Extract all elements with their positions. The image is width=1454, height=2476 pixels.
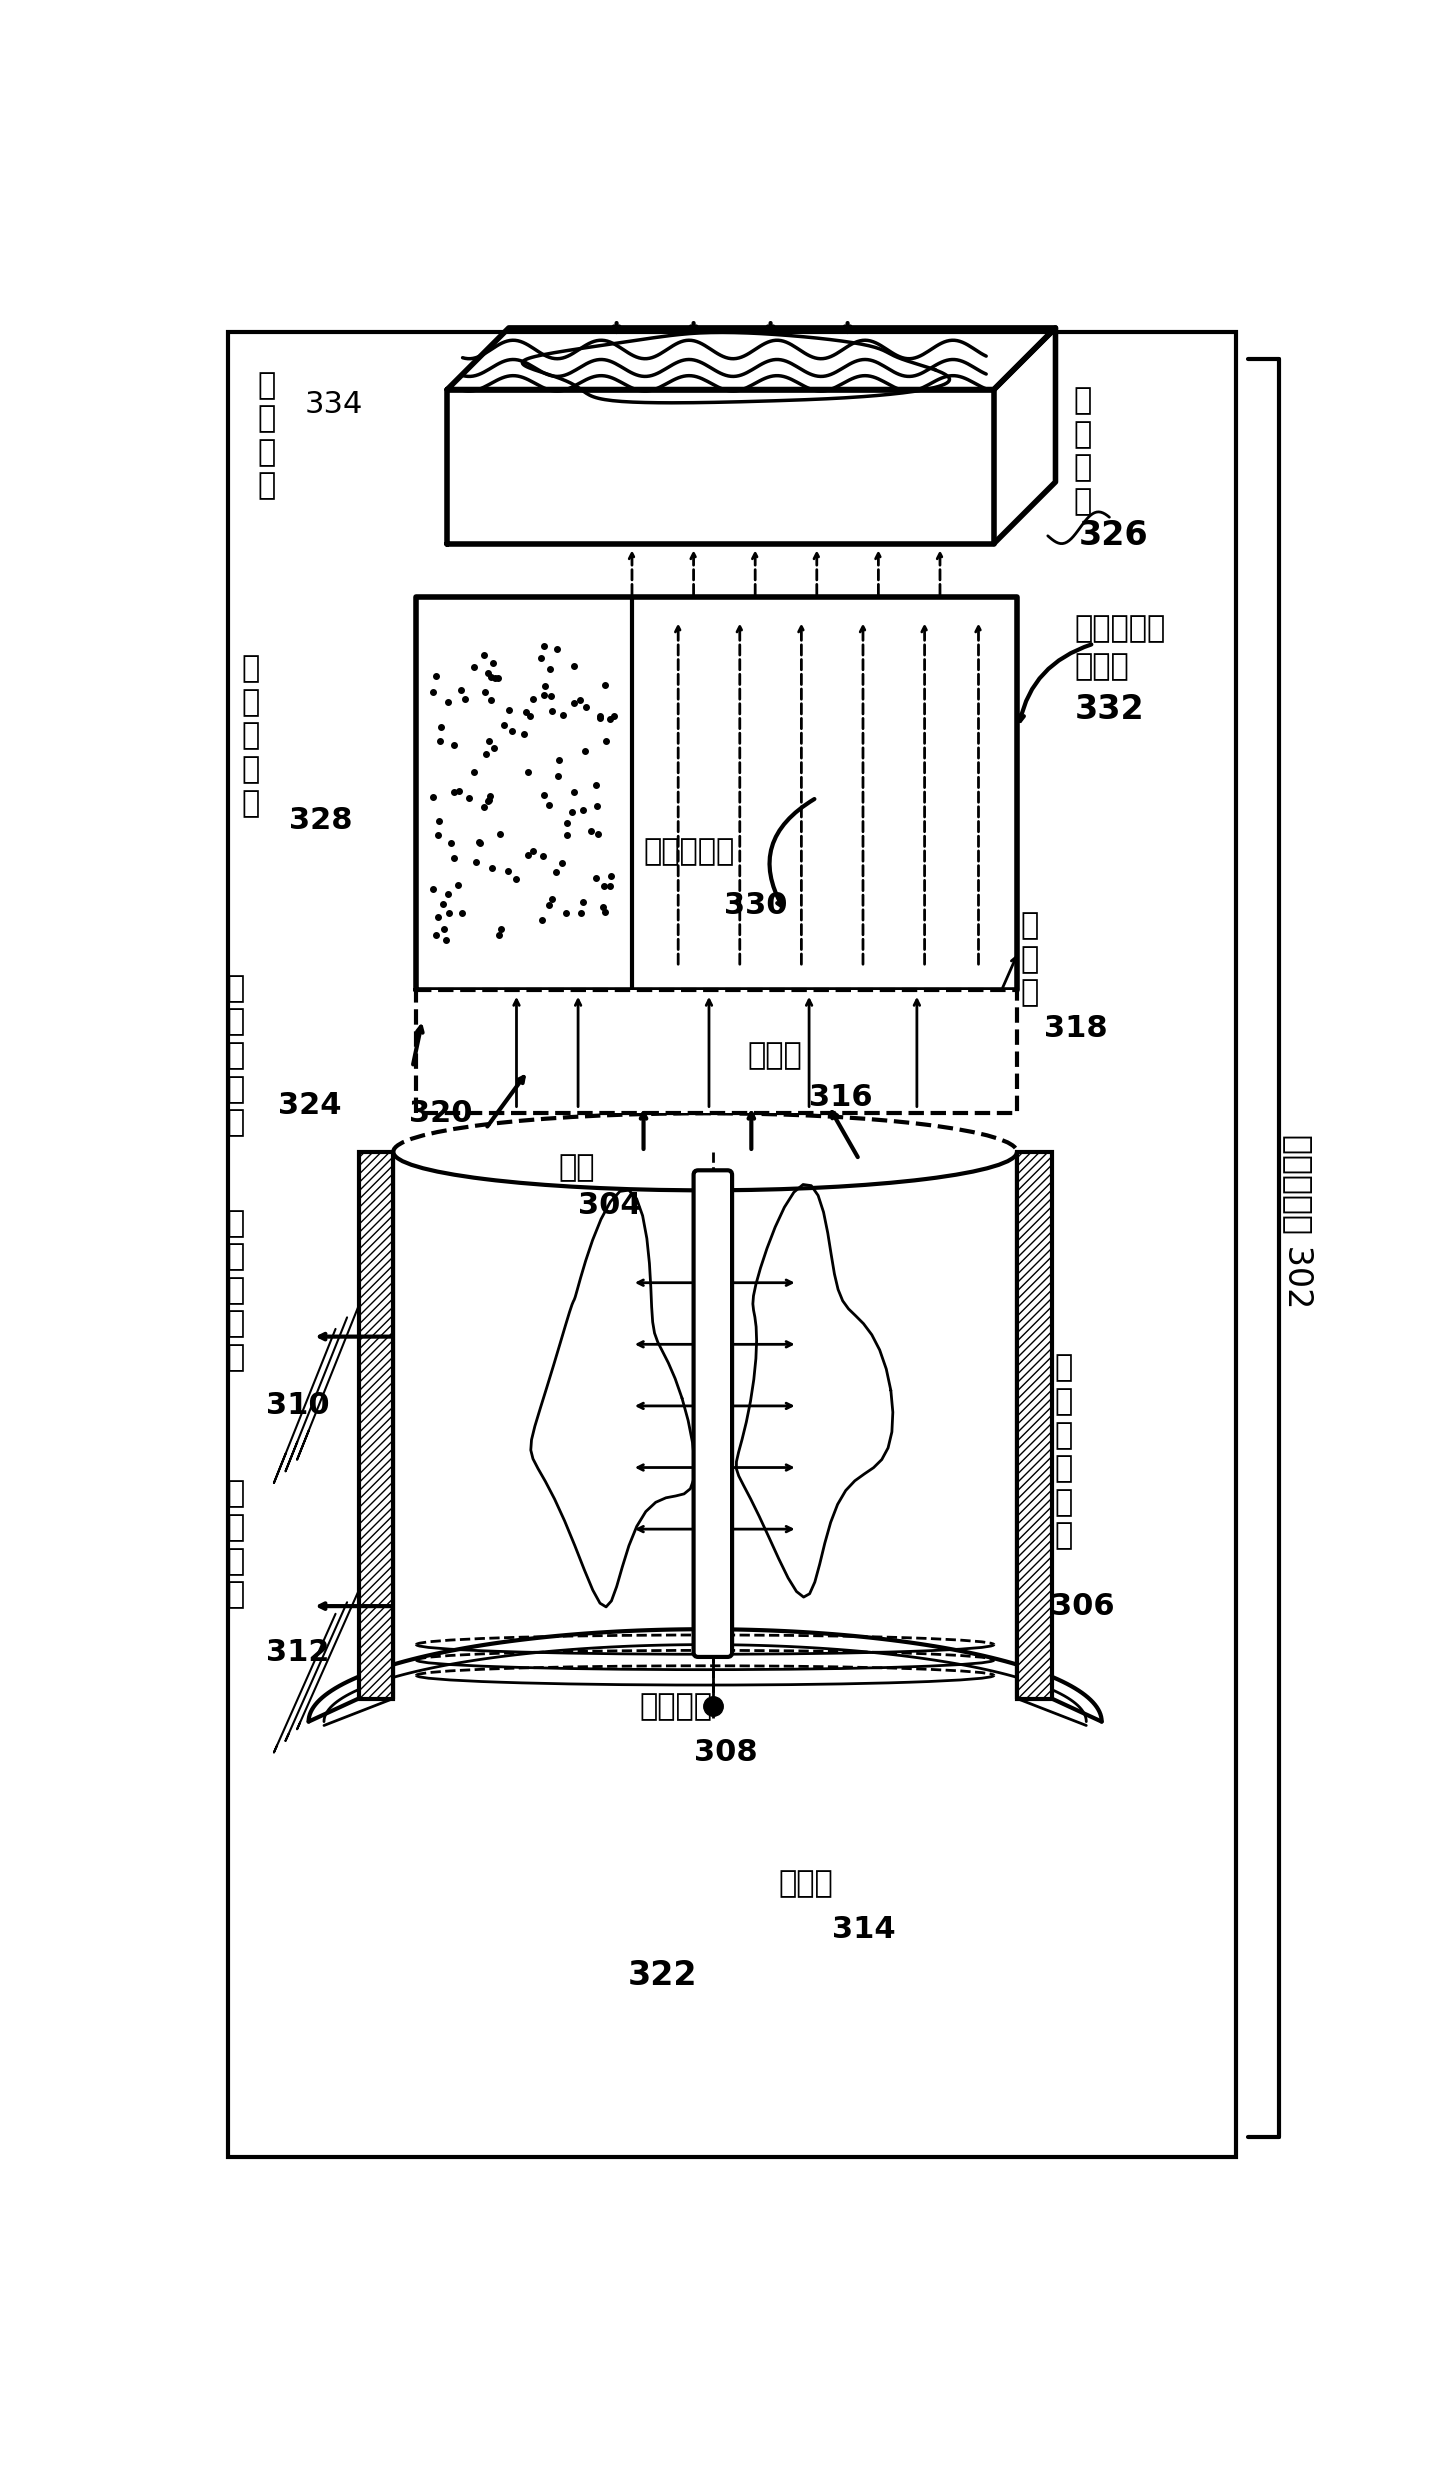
Text: 306: 306 <box>1051 1592 1114 1622</box>
Text: 光源: 光源 <box>558 1154 595 1181</box>
Text: 316: 316 <box>808 1084 872 1112</box>
Text: 波
长
转
换
器: 波 长 转 换 器 <box>241 654 260 817</box>
FancyBboxPatch shape <box>694 1171 731 1656</box>
Text: 不
理
想
的
光: 不 理 想 的 光 <box>227 1208 244 1372</box>
Text: 310: 310 <box>266 1392 330 1421</box>
Bar <box>359 1151 393 1699</box>
Text: 328: 328 <box>289 807 353 834</box>
Text: 均匀照射的: 均匀照射的 <box>1075 614 1166 644</box>
Text: 滤波器: 滤波器 <box>747 1040 803 1070</box>
Text: 324: 324 <box>278 1092 342 1119</box>
Text: 308: 308 <box>694 1738 758 1768</box>
Text: 304: 304 <box>579 1191 641 1221</box>
Text: 亮
度
增
强
元
件: 亮 度 增 强 元 件 <box>1054 1354 1072 1550</box>
Text: 接
触
元
件: 接 触 元 件 <box>1073 386 1092 515</box>
Text: 光学子系统 302: 光学子系统 302 <box>1281 1134 1314 1307</box>
Text: 330: 330 <box>724 891 788 921</box>
Text: 反射涂层: 反射涂层 <box>640 1691 712 1721</box>
Text: 转换的辐射: 转换的辐射 <box>644 837 734 867</box>
Text: 322: 322 <box>628 1959 698 1993</box>
Bar <box>1016 1151 1051 1699</box>
Text: 320: 320 <box>409 1099 473 1129</box>
Text: 优
选
的
光: 优 选 的 光 <box>227 1481 244 1609</box>
Text: 亲
水
衬
底: 亲 水 衬 底 <box>257 371 275 500</box>
Text: 314: 314 <box>832 1914 896 1944</box>
Text: 312: 312 <box>266 1637 330 1666</box>
Text: 334: 334 <box>305 391 364 418</box>
Text: 透
出
的
辐
射: 透 出 的 辐 射 <box>227 973 244 1136</box>
Text: 318: 318 <box>1044 1015 1108 1042</box>
Text: 光
导
管: 光 导 管 <box>1021 911 1040 1008</box>
Text: 326: 326 <box>1079 520 1149 552</box>
Text: 反射器: 反射器 <box>778 1869 833 1897</box>
Bar <box>416 990 1016 1114</box>
Text: 光辐射: 光辐射 <box>1075 651 1130 681</box>
Text: 332: 332 <box>1075 693 1144 725</box>
